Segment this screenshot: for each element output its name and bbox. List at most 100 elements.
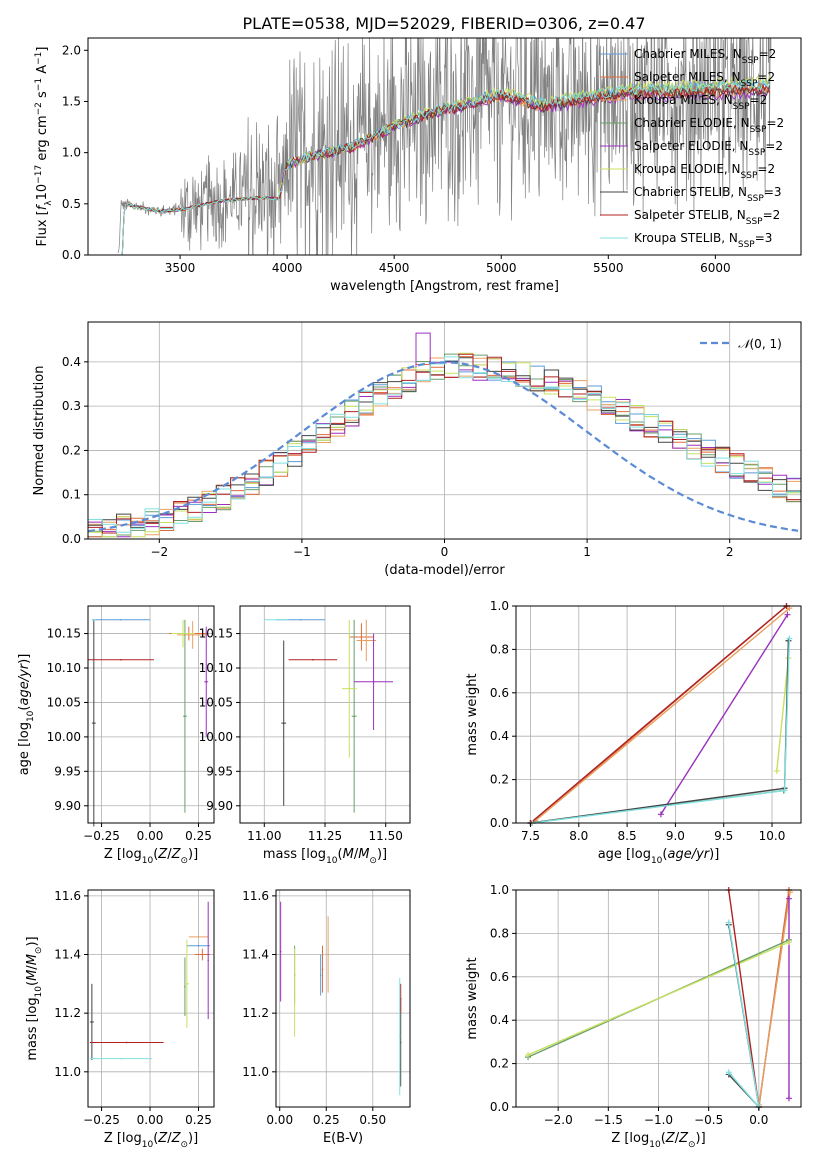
- x-tick-label: 11.25: [308, 829, 342, 843]
- y-tick-label: 10.05: [47, 695, 81, 709]
- x-tick-label: 0.50: [359, 1113, 386, 1127]
- x-tick-label: 0.25: [313, 1113, 340, 1127]
- y-tick-label: 11.6: [54, 889, 81, 903]
- y-tick-label: 10.10: [199, 661, 233, 675]
- x-axis-label: Z [log10(Z/Z⊙)]: [104, 847, 198, 866]
- x-tick-label: 0: [441, 545, 449, 559]
- data-point: [312, 658, 314, 661]
- axes-frame: [87, 605, 215, 824]
- data-point: [398, 1035, 401, 1038]
- y-axis-label: age [log10(age/yr)]: [17, 654, 36, 776]
- y-tick-label: 1.0: [62, 146, 81, 160]
- x-axis-label: (data-model)/error: [384, 563, 505, 578]
- age_vs_Z-frame: −0.25 0.00 0.25 9.90 9.95 10.00 10.05 10.10 10.1…: [47, 605, 215, 843]
- y-tick-label: 11.4: [242, 948, 269, 962]
- x-tick-label: 0.00: [137, 1113, 164, 1127]
- weight_vs_Z-frame: −2.0 −1.5 −1.0 −0.5 0.0 0.0 0.2 0.4 0.6 0.8 1.0: [490, 883, 802, 1127]
- data-point: [327, 953, 329, 956]
- y-axis-label: mass weight: [465, 673, 480, 755]
- weight-marker: [781, 787, 788, 794]
- x-tick-label: 0.00: [137, 829, 164, 843]
- weight_vs_age-frame: 7.5 8.0 8.5 9.0 9.5 10.0 0.0 0.2 0.4 0.6 0.8 1.0: [490, 599, 802, 843]
- data-point: [182, 632, 184, 635]
- x-axis-label: mass [log10(M/M⊙)]: [263, 847, 387, 866]
- data-point: [93, 618, 95, 621]
- axes-frame: [275, 889, 411, 1108]
- normal-curve-line: [88, 361, 799, 533]
- weight-line: [532, 638, 791, 824]
- residual-plot: [88, 332, 801, 539]
- mass_vs_EBV-axes: [276, 890, 410, 1107]
- mass_vs_EBV-frame: 0.00 0.25 0.50 11.0 11.2 11.4 11.6: [242, 889, 411, 1127]
- y-tick-label: 0.0: [490, 816, 509, 830]
- weight-line: [758, 892, 791, 1105]
- y-tick-label: 0.4: [490, 1013, 509, 1027]
- y-tick-label: 10.15: [47, 627, 81, 641]
- x-tick-label: 4500: [379, 261, 410, 275]
- y-tick-label: 11.6: [242, 889, 269, 903]
- y-tick-label: 0.4: [62, 355, 81, 369]
- x-tick-label: 0.0: [749, 1113, 768, 1127]
- data-point: [186, 983, 188, 985]
- data-point: [348, 687, 351, 690]
- y-tick-label: 11.0: [54, 1065, 81, 1079]
- legend-entry: 𝒩(0, 1): [738, 337, 782, 351]
- data-point: [197, 936, 200, 938]
- x-tick-label: 9.5: [714, 829, 733, 843]
- data-point: [93, 722, 95, 724]
- x-tick-label: 5500: [593, 261, 624, 275]
- data-point: [399, 997, 402, 1000]
- data-point: [353, 715, 355, 718]
- data-point: [365, 639, 368, 642]
- y-tick-label: 10.15: [199, 627, 233, 641]
- legend-entry: Chabrier ELODIE, NSSP=2: [634, 116, 784, 135]
- x-axis-label: wavelength [Angstrom, rest frame]: [330, 279, 559, 294]
- y-tick-label: 1.0: [490, 883, 509, 897]
- y-tick-label: 0.4: [490, 729, 509, 743]
- y-tick-label: 1.5: [62, 94, 81, 108]
- figure-title: PLATE=0538, MJD=52029, FIBERID=0306, z=0…: [242, 14, 645, 33]
- x-tick-label: −0.5: [694, 1113, 723, 1127]
- weight-marker: [725, 919, 732, 926]
- data-point: [321, 968, 324, 970]
- y-tick-label: 11.4: [54, 948, 81, 962]
- data-point: [282, 722, 285, 724]
- data-point: [207, 959, 209, 962]
- data-point: [399, 1041, 402, 1044]
- x-axis-label: Z [log10(Z/Z⊙)]: [104, 1131, 198, 1150]
- data-point: [279, 950, 282, 953]
- x-tick-label: 10.0: [759, 829, 786, 843]
- age_vs_mass-frame: 11.00 11.25 11.50 9.90 9.95 10.00 10.05 10.10 10…: [199, 605, 411, 843]
- x-axis-label: Z [log10(Z/Z⊙)]: [611, 1131, 705, 1150]
- residual-histogram-line: [88, 356, 801, 539]
- legend-entry: Kroupa ELODIE, NSSP=2: [634, 162, 775, 181]
- y-tick-label: 0.6: [490, 970, 509, 984]
- residuals-frame: −2 −1 0 1 2 0.0 0.1 0.2 0.3 0.4: [62, 321, 802, 559]
- weight-marker: [525, 1051, 532, 1058]
- data-point: [120, 658, 122, 661]
- y-tick-label: 11.0: [242, 1065, 269, 1079]
- data-point: [275, 618, 278, 621]
- x-axis-label: age [log10(age/yr)]: [598, 847, 720, 866]
- y-axis-label: Normed distribution: [32, 366, 47, 496]
- spectrum-plot: [117, 38, 772, 255]
- data-point: [184, 715, 186, 718]
- mass_vs_Z-frame: −0.25 0.00 0.25 11.0 11.2 11.4 11.6: [54, 889, 215, 1127]
- x-tick-label: 0.25: [185, 829, 212, 843]
- weight-marker: [785, 1095, 792, 1102]
- data-point: [197, 944, 200, 947]
- y-tick-label: 9.90: [206, 799, 233, 813]
- age_vs_mass-axes: [240, 606, 410, 823]
- legend-entry: Salpeter STELIB, NSSP=2: [634, 208, 780, 227]
- y-tick-label: 0.0: [62, 248, 81, 262]
- y-tick-label: 10.10: [47, 661, 81, 675]
- weight-line: [530, 605, 787, 824]
- weight-marker: [785, 895, 792, 902]
- y-tick-label: 0.8: [490, 642, 509, 656]
- mass_vs_EBV-points: [279, 901, 402, 1096]
- y-tick-label: 10.00: [199, 730, 233, 744]
- data-point: [372, 680, 375, 683]
- age_vs_mass-points: [264, 618, 393, 813]
